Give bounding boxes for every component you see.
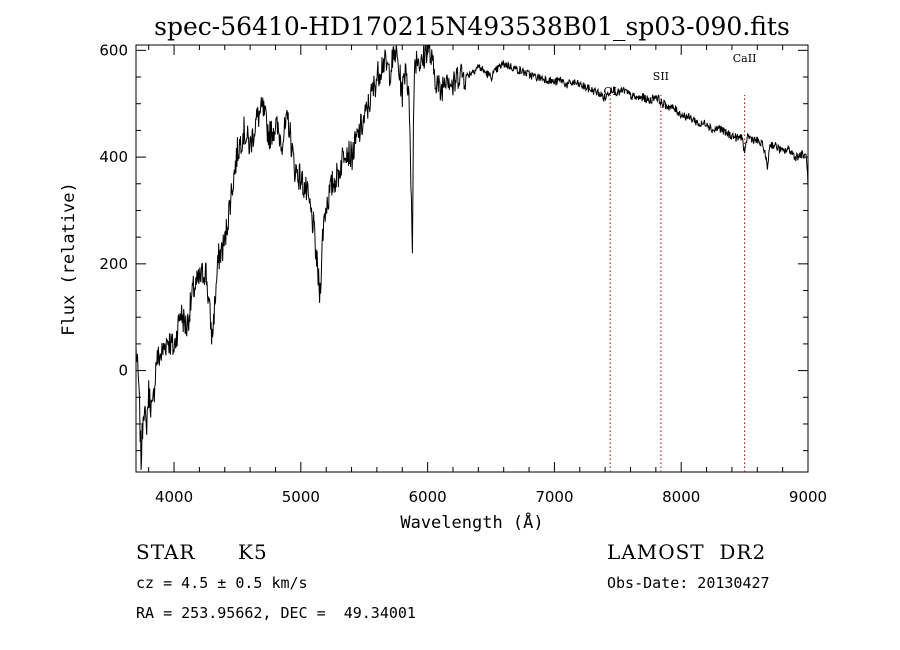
subclass: K5: [238, 540, 268, 564]
spectrum-line: [135, 44, 809, 471]
x-tick-label: 7000: [535, 488, 573, 506]
y-tick-label: 200: [99, 255, 128, 273]
plot-frame: [135, 44, 809, 473]
x-tick-label: 5000: [282, 488, 320, 506]
y-tick-label: 400: [99, 148, 128, 166]
chart-title: spec-56410-HD170215N493538B01_sp03-090.f…: [154, 12, 790, 41]
x-axis-label: Wavelength (Å): [400, 511, 543, 533]
observation-date: Obs-Date: 20130427: [607, 574, 770, 592]
y-tick-label: 0: [118, 362, 128, 380]
x-tick-label: 9000: [789, 488, 827, 506]
survey-name: LAMOST DR2: [607, 540, 767, 564]
y-tick-label: 600: [99, 41, 128, 59]
series-layer: [135, 44, 809, 471]
x-tick-label: 8000: [662, 488, 700, 506]
object-class: STAR: [136, 540, 196, 564]
x-tick-label: 4000: [155, 488, 193, 506]
redshift-cz: cz = 4.5 ± 0.5 km/s: [136, 574, 308, 592]
x-tick-label: 6000: [409, 488, 447, 506]
spectral-line-label: CaII: [733, 52, 757, 65]
coordinates: RA = 253.95662, DEC = 49.34001: [136, 604, 416, 622]
y-axis-label: Flux (relative): [59, 182, 79, 336]
spectral-line-label: SII: [653, 70, 669, 83]
axis-ticks: 4000 5000 6000 7000 8000 9000 0 200 400 600: [99, 41, 827, 506]
